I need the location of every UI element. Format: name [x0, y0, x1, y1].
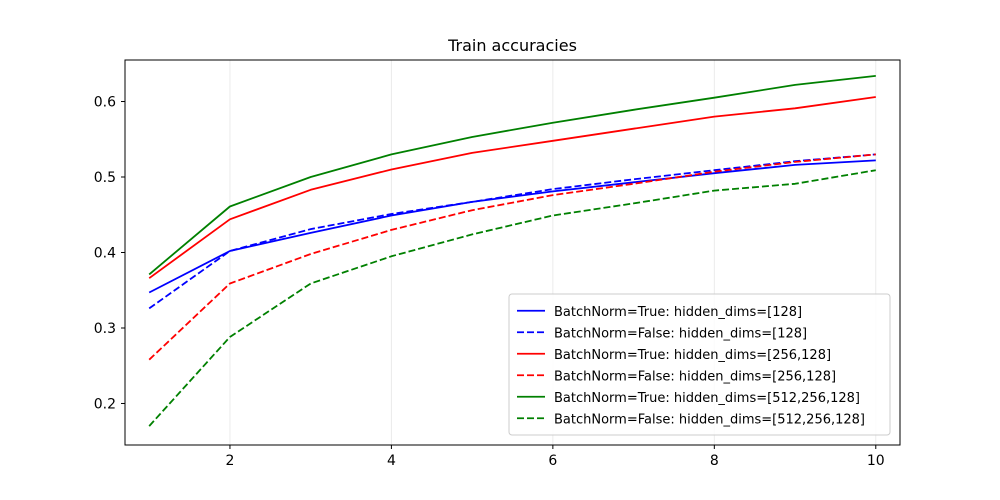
series-line-5: [148, 75, 876, 276]
series-line-1: [148, 159, 876, 294]
x-tick-label: 4: [387, 453, 396, 469]
legend: BatchNorm=True: hidden_dims=[128] BatchNo…: [508, 293, 891, 436]
x-tick-label: 6: [548, 453, 557, 469]
series-line-2: [148, 153, 876, 310]
legend-label: BatchNorm=True: hidden_dims=[256,128]: [554, 348, 831, 363]
series-line-3: [148, 96, 876, 279]
legend-label: BatchNorm=False: hidden_dims=[512,256,12…: [554, 412, 865, 427]
legend-box: [508, 293, 891, 436]
chart-title: Train accuracies: [447, 36, 577, 55]
axis-ticks: 2 4 6 8 10 0.2 0.3 0.4 0.5 0.6: [94, 95, 885, 469]
y-tick-label: 0.6: [94, 95, 116, 111]
y-tick-label: 0.4: [94, 246, 116, 262]
series-line-6: [148, 169, 876, 427]
series-lines: [148, 75, 876, 427]
legend-label: BatchNorm=False: hidden_dims=[256,128]: [554, 369, 836, 384]
legend-label: BatchNorm=True: hidden_dims=[512,256,128…: [554, 391, 860, 406]
x-tick-label: 8: [710, 453, 719, 469]
x-tick-label: 10: [867, 453, 885, 469]
series-line-4: [148, 153, 876, 361]
legend-label: BatchNorm=False: hidden_dims=[128]: [554, 326, 807, 341]
x-tick-label: 2: [225, 453, 234, 469]
y-tick-label: 0.2: [94, 396, 116, 412]
legend-label: BatchNorm=True: hidden_dims=[128]: [554, 305, 802, 320]
y-tick-label: 0.5: [94, 170, 116, 186]
y-tick-label: 0.3: [94, 321, 116, 337]
